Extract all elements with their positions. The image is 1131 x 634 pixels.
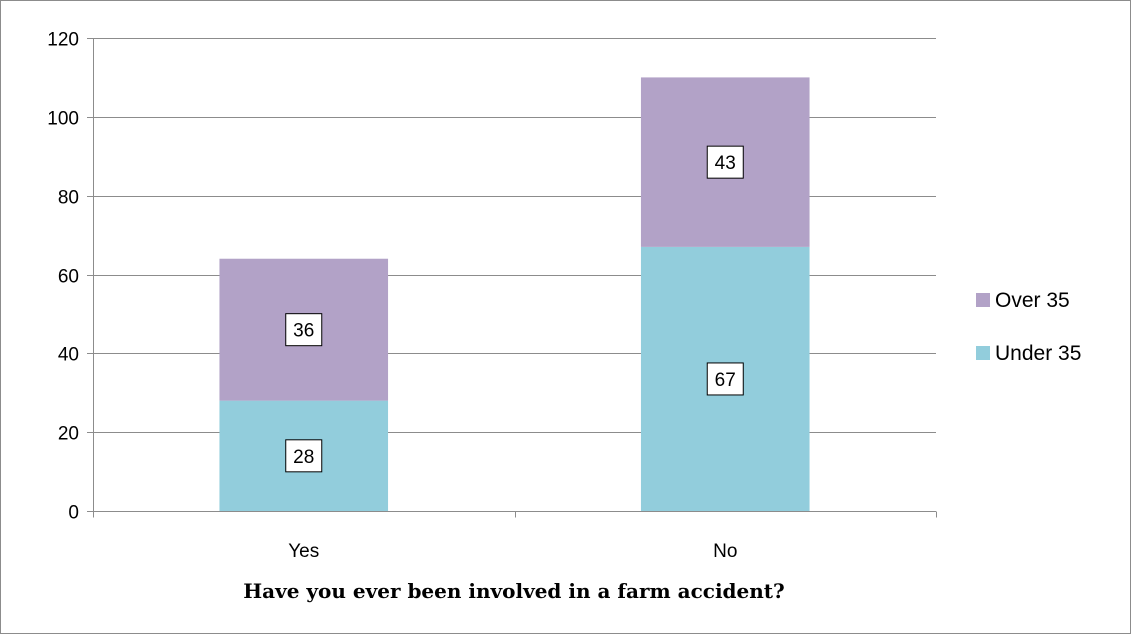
y-tick-label: 120 xyxy=(47,30,79,51)
y-tick-label: 0 xyxy=(68,503,79,524)
x-category-label: Yes xyxy=(288,541,319,562)
legend-swatch xyxy=(976,293,990,307)
data-label: 36 xyxy=(285,313,323,347)
x-axis: Yes No xyxy=(93,511,937,562)
legend-swatch xyxy=(976,346,990,360)
y-tick-label: 40 xyxy=(58,345,79,366)
y-tick-label: 80 xyxy=(58,188,79,209)
legend-item: Over 35 xyxy=(976,289,1070,312)
data-label-text: 36 xyxy=(293,321,314,342)
data-label-box xyxy=(285,313,323,347)
data-label-text: 67 xyxy=(715,370,736,391)
data-label: 67 xyxy=(706,362,744,396)
data-label-text: 28 xyxy=(293,447,314,468)
y-axis: 0 20 40 60 80 100 120 xyxy=(47,30,94,524)
x-category-label: No xyxy=(713,541,737,562)
y-tick-label: 60 xyxy=(58,267,79,288)
data-labels: 28 36 67 43 xyxy=(285,145,744,473)
data-label-box xyxy=(285,439,323,473)
data-label-box xyxy=(706,145,744,179)
y-tick-label: 20 xyxy=(58,424,79,445)
data-label-text: 43 xyxy=(715,153,736,174)
legend-item: Under 35 xyxy=(976,342,1081,365)
y-tick-label: 100 xyxy=(47,109,79,130)
x-axis-title: Have you ever been involved in a farm ac… xyxy=(243,579,785,603)
legend-label: Over 35 xyxy=(995,289,1070,312)
data-label: 43 xyxy=(706,145,744,179)
data-label-box xyxy=(706,362,744,396)
legend: Over 35 Under 35 xyxy=(976,289,1081,365)
data-label: 28 xyxy=(285,439,323,473)
legend-label: Under 35 xyxy=(995,342,1081,365)
